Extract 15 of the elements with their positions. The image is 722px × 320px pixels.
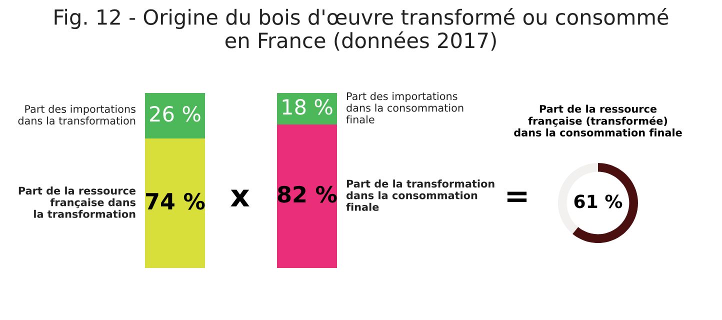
series-label: Part de la transformation dans la consommation finale bbox=[346, 180, 494, 211]
text: = bbox=[507, 192, 527, 202]
series-label: Part des importations dans la transformation bbox=[18, 104, 136, 125]
donut-slice bbox=[558, 163, 598, 234]
chart-title: Part de la ressource française (transformée) dans la consommation finale bbox=[514, 104, 682, 136]
text: Fig. 12 - Origine du bois d'œuvre transformé ou consommé en France (données 2017) bbox=[54, 8, 668, 51]
data-label: 61 % bbox=[574, 194, 622, 208]
data-label: 74 % bbox=[146, 192, 205, 210]
text: x bbox=[230, 190, 250, 206]
series-label: Part des importations dans la consommation finale bbox=[346, 92, 464, 124]
data-label: 18 % bbox=[282, 99, 332, 115]
donut-slice bbox=[572, 163, 638, 243]
data-label: 82 % bbox=[278, 186, 337, 203]
data-label: 26 % bbox=[150, 106, 200, 122]
series-label: Part de la ressource française dans la transformation bbox=[18, 186, 136, 218]
